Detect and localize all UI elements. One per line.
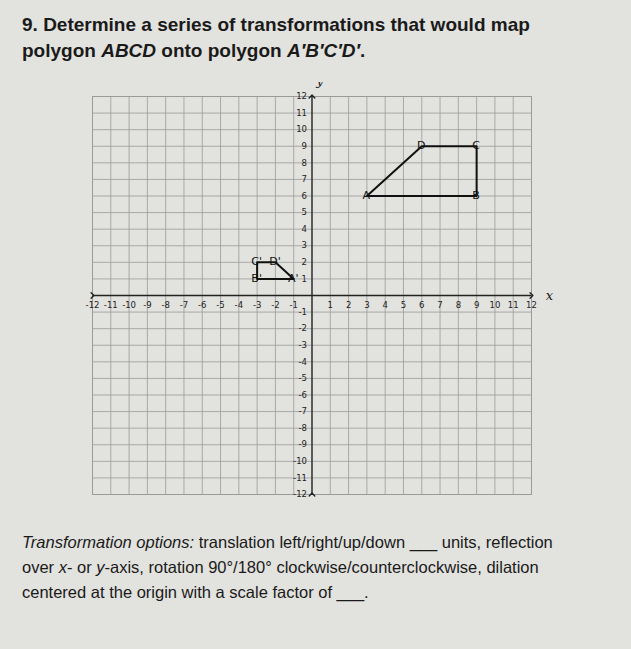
svg-text:-3: -3 xyxy=(253,300,261,310)
svg-text:5: 5 xyxy=(302,207,307,217)
svg-text:-12: -12 xyxy=(86,300,100,310)
svg-text:7: 7 xyxy=(437,300,442,310)
svg-text:1: 1 xyxy=(302,274,307,284)
html-text:9. Determine a series of trans: 9. Determine a series of transformations… xyxy=(22,14,530,35)
svg-text:7: 7 xyxy=(302,174,307,184)
svg-text:B': B' xyxy=(251,272,262,285)
svg-text:11: 11 xyxy=(296,108,307,118)
svg-text:-1: -1 xyxy=(299,307,307,317)
svg-text:-11: -11 xyxy=(104,300,118,310)
svg-text:-9: -9 xyxy=(299,439,307,449)
html-text:Transformation options: transl: Transformation options: translation left… xyxy=(22,533,553,551)
html-text:centered at the origin with a: centered at the origin with a scale fact… xyxy=(22,583,369,601)
svg-text:-9: -9 xyxy=(143,300,151,310)
html-text:over x - or y -axis, rotation: over x - or y -axis, rotation 90°/180° c… xyxy=(22,558,539,576)
svg-text:x: x xyxy=(546,288,554,303)
svg-text:11: 11 xyxy=(508,300,519,310)
svg-text:2: 2 xyxy=(346,300,351,310)
svg-text:-4: -4 xyxy=(235,300,243,310)
svg-text:-6: -6 xyxy=(299,390,307,400)
svg-text:3: 3 xyxy=(364,300,369,310)
svg-text:-5: -5 xyxy=(299,373,307,383)
svg-text:2: 2 xyxy=(302,257,307,267)
svg-text:C': C' xyxy=(251,255,262,268)
svg-text:12: 12 xyxy=(526,300,537,310)
svg-text:B: B xyxy=(472,189,480,202)
svg-text:10: 10 xyxy=(490,300,501,310)
svg-text:9: 9 xyxy=(474,300,479,310)
svg-text:-10: -10 xyxy=(122,300,136,310)
svg-text:4: 4 xyxy=(382,300,387,310)
svg-text:C: C xyxy=(472,139,480,152)
svg-text:9: 9 xyxy=(302,141,307,151)
svg-text:-8: -8 xyxy=(299,423,307,433)
svg-text:A': A' xyxy=(288,272,299,285)
svg-text:-8: -8 xyxy=(161,300,169,310)
svg-text:5: 5 xyxy=(401,300,406,310)
svg-text:-2: -2 xyxy=(299,323,307,333)
svg-text:-10: -10 xyxy=(293,456,307,466)
html-text:polygon ABCD onto polygon A′B′: polygon ABCD onto polygon A′B′C′D′. xyxy=(22,40,366,61)
svg-text:1: 1 xyxy=(328,300,333,310)
svg-text:-5: -5 xyxy=(216,300,224,310)
svg-text:8: 8 xyxy=(456,300,461,310)
svg-text:12: 12 xyxy=(296,91,307,101)
svg-text:6: 6 xyxy=(419,300,424,310)
svg-text:6: 6 xyxy=(302,191,307,201)
svg-text:10: 10 xyxy=(296,124,307,134)
svg-text:-3: -3 xyxy=(299,340,307,350)
svg-text:D: D xyxy=(417,139,425,152)
svg-text:8: 8 xyxy=(302,158,307,168)
svg-text:D': D' xyxy=(269,255,281,268)
svg-text:y: y xyxy=(315,82,324,88)
svg-text:-7: -7 xyxy=(180,300,188,310)
svg-text:-7: -7 xyxy=(299,406,307,416)
svg-text:-6: -6 xyxy=(198,300,206,310)
svg-text:-1: -1 xyxy=(289,300,297,310)
svg-text:-2: -2 xyxy=(271,300,279,310)
svg-text:A: A xyxy=(363,189,371,202)
svg-text:3: 3 xyxy=(302,240,307,250)
svg-text:-4: -4 xyxy=(299,357,307,367)
svg-text:4: 4 xyxy=(302,224,307,234)
svg-text:-12: -12 xyxy=(293,489,307,499)
svg-text:-11: -11 xyxy=(293,473,307,483)
